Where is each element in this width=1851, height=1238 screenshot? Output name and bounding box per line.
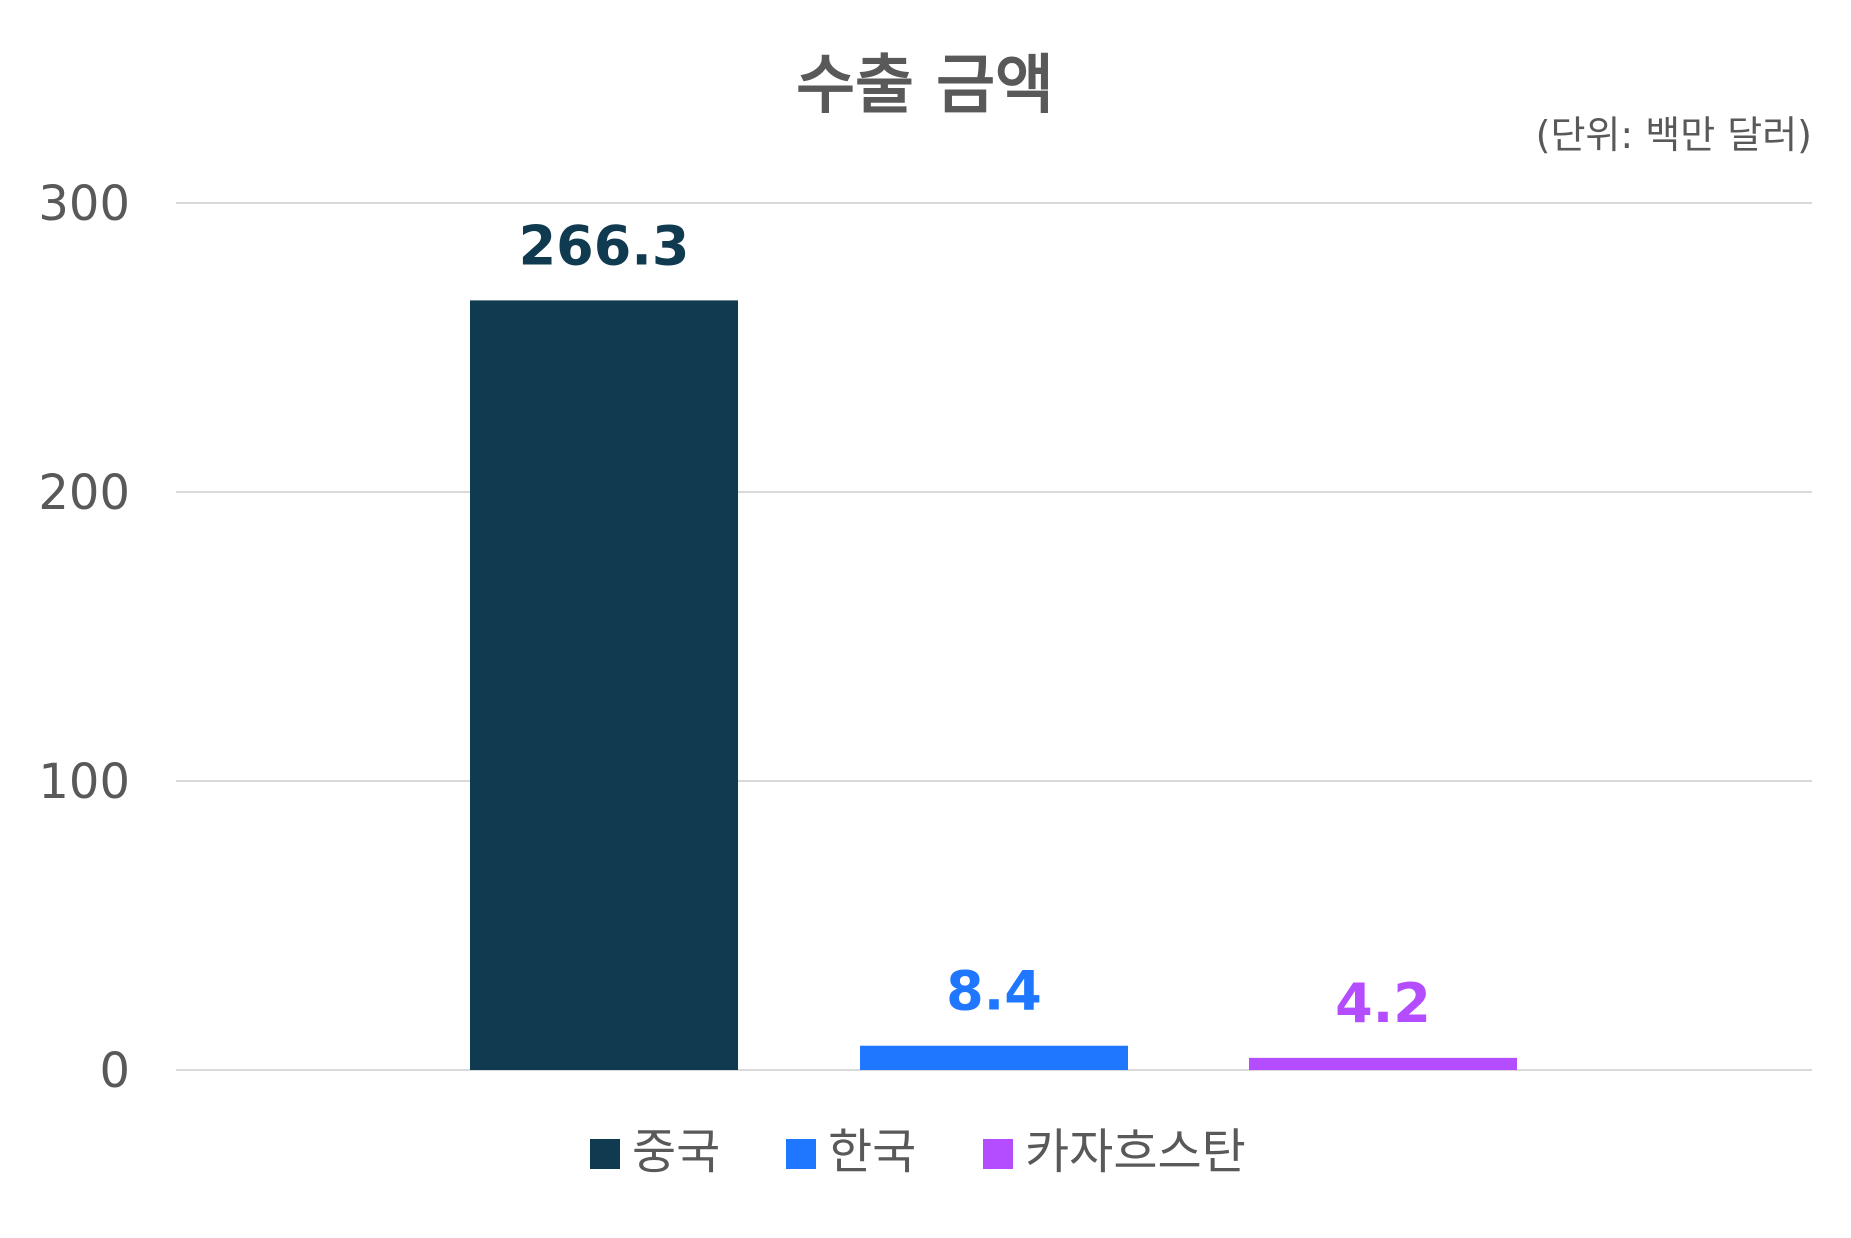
chart-title: 수출 금액 [796, 49, 1054, 123]
unit-note: (단위: 백만 달러) [1536, 113, 1812, 157]
data-label-2: 8.4 [946, 960, 1042, 1023]
y-tick-label: 300 [38, 176, 130, 232]
bar-3 [1249, 1057, 1517, 1070]
bar-1 [470, 300, 738, 1070]
legend-swatch-1 [590, 1139, 620, 1169]
data-label-3: 4.2 [1335, 972, 1431, 1035]
bars [470, 300, 1517, 1070]
legend-swatch-3 [983, 1139, 1013, 1169]
legend-label-3: 카자흐스탄 [1025, 1124, 1246, 1180]
legend-label-1: 중국 [632, 1124, 720, 1180]
bar-2 [860, 1045, 1128, 1070]
data-labels: 266.3 8.4 4.2 [519, 214, 1431, 1034]
data-label-1: 266.3 [519, 214, 690, 277]
y-tick-label: 200 [38, 465, 130, 521]
legend: 중국 한국 카자흐스탄 [590, 1124, 1246, 1180]
y-tick-label: 0 [99, 1043, 130, 1099]
gridlines [176, 202, 1812, 1071]
legend-label-2: 한국 [828, 1124, 916, 1180]
y-axis-ticks: 0 100 200 300 [38, 176, 130, 1099]
y-tick-label: 100 [38, 754, 130, 810]
legend-swatch-2 [786, 1139, 816, 1169]
